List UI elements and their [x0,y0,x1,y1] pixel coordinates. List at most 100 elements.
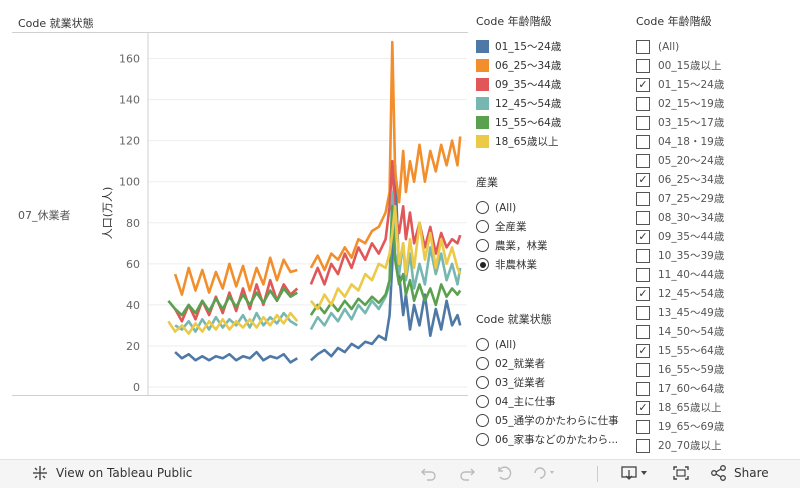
checkbox-option[interactable]: 07_25～29歳 [636,189,724,208]
checkbox-option[interactable]: ✓ 12_45～54歳 [636,284,724,303]
checkbox-option[interactable]: 16_55～59歳 [636,360,724,379]
legend-item[interactable]: 15_55～64歳 [476,113,561,132]
checkbox-option[interactable]: 17_60～64歳 [636,379,724,398]
legend-item[interactable]: 18_65歳以上 [476,132,561,151]
checkbox-icon[interactable] [636,305,650,320]
legend-item[interactable]: 01_15～24歳 [476,37,561,56]
checkbox-icon[interactable] [636,39,650,54]
checkbox-option[interactable]: 14_50～54歳 [636,322,724,341]
checkbox-icon[interactable] [636,96,650,111]
download-button[interactable] [620,465,650,481]
radio-button-icon[interactable] [476,376,489,389]
y-tick-label: 0 [133,381,140,394]
view-on-tableau-link[interactable]: View on Tableau Public [32,465,192,481]
fullscreen-icon [673,466,689,480]
series-line[interactable] [174,311,298,333]
legend-item[interactable]: 12_45～54歳 [476,94,561,113]
checkbox-option[interactable]: 20_70歳以上 [636,436,724,455]
radio-button-icon[interactable] [476,239,489,252]
series-line[interactable] [173,256,298,296]
checkbox-icon[interactable] [636,191,650,206]
checkbox-option[interactable]: ✓ 09_35～44歳 [636,227,724,246]
checkbox-checked-icon[interactable]: ✓ [636,400,650,415]
series-line[interactable] [167,287,298,317]
legend-label: 06_25～34歳 [495,60,562,72]
fullscreen-button[interactable] [672,465,690,481]
radio-option[interactable]: 非農林業 [476,255,548,274]
checkbox-option[interactable]: ✓ 06_25～34歳 [636,170,724,189]
radio-button-icon[interactable] [476,220,489,233]
checkbox-option-label: 19_65～69歳 [658,421,725,433]
checkbox-icon[interactable] [636,248,650,263]
radio-button-icon[interactable] [476,414,489,427]
radio-button-icon[interactable] [476,258,489,271]
checkbox-checked-icon[interactable]: ✓ [636,343,650,358]
checkbox-checked-icon[interactable]: ✓ [636,229,650,244]
radio-button-icon[interactable] [476,395,489,408]
checkbox-option[interactable]: 10_35～39歳 [636,246,724,265]
checkbox-icon[interactable] [636,115,650,130]
checkbox-option[interactable]: 19_65～69歳 [636,417,724,436]
checkbox-icon[interactable] [636,438,650,453]
radio-option-label: (All) [495,338,517,351]
checkbox-option-label: 09_35～44歳 [658,231,725,243]
radio-option[interactable]: 03_従業者 [476,373,619,392]
checkbox-icon[interactable] [636,381,650,396]
checkbox-icon[interactable] [636,210,650,225]
checkbox-option[interactable]: 03_15～17歳 [636,113,724,132]
checkbox-option[interactable]: (All) [636,37,724,56]
checkbox-icon[interactable] [636,419,650,434]
checkbox-icon[interactable] [636,324,650,339]
radio-option[interactable]: (All) [476,335,619,354]
refresh-button[interactable] [532,465,558,481]
checkbox-option[interactable]: ✓ 01_15～24歳 [636,75,724,94]
series-line[interactable] [309,205,462,311]
radio-option[interactable]: 05_通学のかたわらに仕事 [476,411,619,430]
checkbox-icon[interactable] [636,362,650,377]
radio-option[interactable]: 02_就業者 [476,354,619,373]
checkbox-option[interactable]: 04_18・19歳 [636,132,724,151]
radio-option[interactable]: 06_家事などのかたわら... [476,430,619,449]
checkbox-icon[interactable] [636,267,650,282]
radio-option[interactable]: 04_主に仕事 [476,392,619,411]
checkbox-option-label: 14_50～54歳 [658,326,725,338]
radio-button-icon[interactable] [476,433,489,446]
checkbox-option[interactable]: 11_40～44歳 [636,265,724,284]
radio-option[interactable]: 07_休業者 [476,449,619,451]
share-button[interactable]: Share [710,465,769,481]
checkbox-option[interactable]: 08_30～34歳 [636,208,724,227]
undo-button[interactable] [420,465,438,481]
checkbox-option[interactable]: 00_15歳以上 [636,56,724,75]
radio-option-label: 06_家事などのかたわら... [495,434,619,446]
line-chart[interactable]: 02040608010012014016020082018Quarter of … [12,33,468,395]
radio-option[interactable]: 全産業 [476,217,548,236]
checkbox-option[interactable]: ✓ 18_65歳以上 [636,398,724,417]
series-line[interactable] [309,40,462,272]
legend-item[interactable]: 09_35～44歳 [476,75,561,94]
checkbox-option[interactable]: 13_45～49歳 [636,303,724,322]
series-line[interactable] [167,311,299,335]
radio-button-icon[interactable] [476,338,489,351]
checkbox-icon[interactable] [636,153,650,168]
series-line[interactable] [174,350,298,364]
checkbox-checked-icon[interactable]: ✓ [636,77,650,92]
checkbox-option[interactable]: 02_15～19歳 [636,94,724,113]
legend-item[interactable]: 06_25～34歳 [476,56,561,75]
checkbox-option-label: 17_60～64歳 [658,383,725,395]
series-line[interactable] [309,205,462,316]
checkbox-checked-icon[interactable]: ✓ [636,286,650,301]
checkbox-icon[interactable] [636,58,650,73]
checkbox-icon[interactable] [636,134,650,149]
redo-button[interactable] [458,465,476,481]
revert-button[interactable] [496,465,514,481]
radio-option[interactable]: 農業，林業 [476,236,548,255]
checkbox-option[interactable]: ✓ 15_55～64歳 [636,341,724,360]
y-axis-title: 人口(万人) [101,187,114,240]
chart-frame: 02040608010012014016020082018Quarter of … [12,32,468,396]
checkbox-checked-icon[interactable]: ✓ [636,172,650,187]
radio-button-icon[interactable] [476,201,489,214]
checkbox-option[interactable]: 05_20～24歳 [636,151,724,170]
radio-option-label: 02_就業者 [495,358,546,370]
radio-option[interactable]: (All) [476,198,548,217]
radio-button-icon[interactable] [476,357,489,370]
